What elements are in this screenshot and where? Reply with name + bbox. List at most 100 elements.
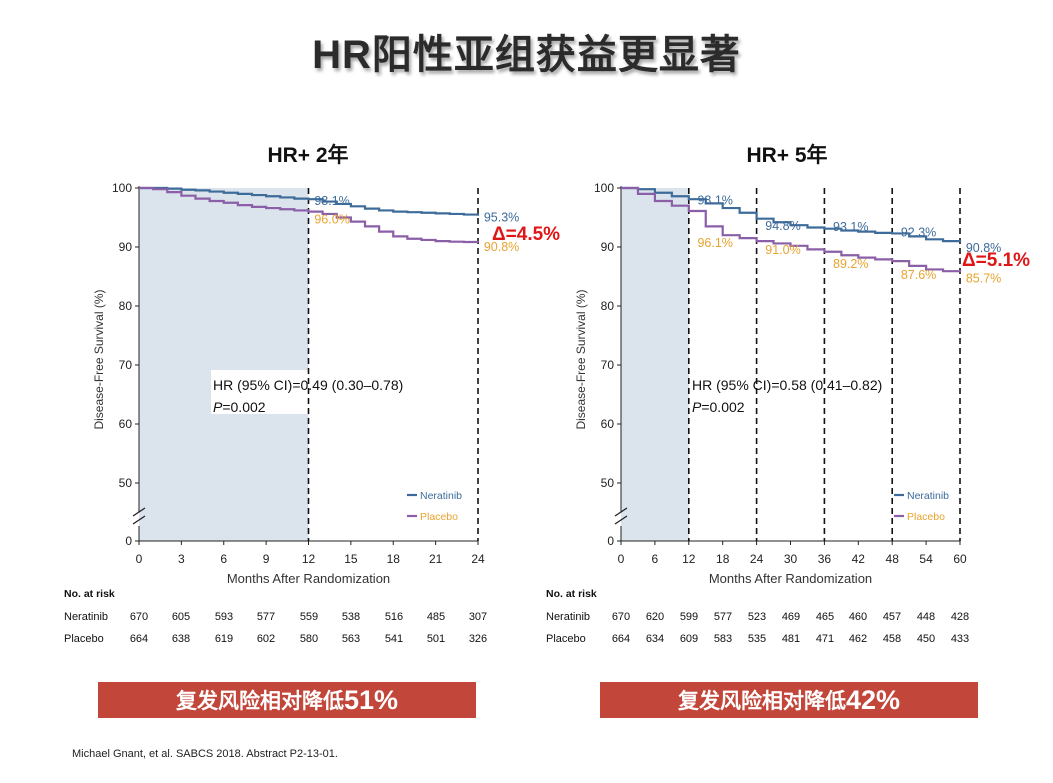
x-tick-label: 3 [178,552,185,566]
risk-cell: 501 [427,633,445,645]
risk-cell: 541 [385,633,403,645]
y-axis-label: Disease-Free Survival (%) [574,289,588,429]
risk-cell: 563 [342,633,360,645]
risk-cell: 457 [883,611,901,623]
risk-cell: 638 [172,633,190,645]
risk-cell: 448 [917,611,935,623]
survival-annotation: 87.6% [901,268,936,282]
y-tick-label: 60 [601,417,615,431]
risk-cell: 516 [385,611,403,623]
p-value-text: P=0.002 [692,399,745,415]
survival-annotation: 94.8% [765,219,800,233]
y-tick-label: 80 [119,299,133,313]
y-tick-label: 100 [112,181,132,195]
x-tick-label: 12 [682,552,696,566]
survival-annotation: 96.0% [314,213,349,227]
risk-cell: 523 [748,611,766,623]
x-tick-label: 0 [618,552,625,566]
survival-annotation: 93.1% [833,220,868,234]
km-curve-neratinib [139,186,480,216]
risk-cell: 620 [646,611,664,623]
risk-cell: 481 [782,633,800,645]
p-label: P [213,399,223,415]
risk-reduction-banner-2yr: 复发风险相对降低 51% [98,682,476,718]
axis-break-mark [614,507,628,517]
y-tick-label: 50 [601,476,615,490]
survival-annotation: 85.7% [966,272,1001,286]
y-tick-label: 0 [125,534,132,548]
x-tick-label: 24 [471,552,485,566]
axis-break-mark [132,507,146,517]
banner-text: 复发风险相对降低 [175,690,344,713]
risk-row-label: Neratinib [546,611,590,623]
citation: Michael Gnant, et al. SABCS 2018. Abstra… [72,748,338,760]
x-tick-label: 0 [136,552,143,566]
risk-cell: 462 [849,633,867,645]
y-tick-label: 50 [119,476,133,490]
y-tick-label: 80 [601,299,615,313]
axis-break-mark [132,515,146,525]
risk-cell: 538 [342,611,360,623]
banner-value: 51% [343,684,399,715]
delta-label: Δ=4.5% [492,224,560,245]
risk-cell: 670 [130,611,148,623]
banner-text: 复发风险相对降低 [677,690,846,713]
survival-annotation: 98.1% [314,194,349,208]
p-value: =0.002 [222,399,265,415]
y-tick-label: 100 [594,181,614,195]
risk-cell: 670 [612,611,630,623]
risk-row-label: Neratinib [64,611,108,623]
risk-cell: 580 [300,633,318,645]
legend-label: Placebo [907,511,945,523]
banner-value: 42% [845,684,901,715]
x-tick-label: 6 [220,552,227,566]
x-axis-label: Months After Randomization [709,571,872,586]
x-tick-label: 60 [953,552,967,566]
y-tick-label: 0 [607,534,614,548]
x-tick-label: 36 [818,552,832,566]
x-tick-label: 42 [852,552,866,566]
x-tick-label: 18 [716,552,730,566]
x-tick-label: 12 [302,552,316,566]
delta-label: Δ=5.1% [962,250,1030,271]
survival-annotation: 96.1% [697,236,732,250]
p-label: P [692,399,702,415]
km-curve-placebo [621,186,962,273]
risk-cell: 469 [782,611,800,623]
legend-label: Neratinib [907,490,949,502]
hr-text-box [690,370,904,414]
risk-reduction-banner-5yr: 复发风险相对降低 42% [600,682,978,718]
risk-cell: 609 [680,633,698,645]
risk-table-title: No. at risk [64,588,115,600]
risk-table-title: No. at risk [546,588,597,600]
risk-cell: 485 [427,611,445,623]
risk-cell: 535 [748,633,766,645]
risk-cell: 559 [300,611,318,623]
y-tick-label: 90 [601,240,615,254]
risk-cell: 307 [469,611,487,623]
hr-text: HR (95% CI)=0.58 (0.41–0.82) [692,377,882,393]
x-tick-label: 18 [387,552,401,566]
risk-cell: 326 [469,633,487,645]
y-axis-label: Disease-Free Survival (%) [92,289,106,429]
risk-cell: 458 [883,633,901,645]
survival-annotation: 89.2% [833,257,868,271]
risk-row-label: Placebo [546,633,586,645]
shaded-region [139,188,309,541]
survival-annotation: 91.0% [765,243,800,257]
legend-label: Placebo [420,511,458,523]
risk-cell: 664 [612,633,630,645]
y-tick-label: 70 [601,358,615,372]
risk-cell: 583 [714,633,732,645]
y-tick-label: 90 [119,240,133,254]
survival-annotation: 92.3% [901,225,936,239]
x-tick-label: 21 [429,552,443,566]
risk-cell: 450 [917,633,935,645]
survival-annotation: 98.1% [697,194,732,208]
risk-cell: 577 [257,611,275,623]
hr-text: HR (95% CI)=0.49 (0.30–0.78) [213,377,403,393]
x-tick-label: 24 [750,552,764,566]
x-tick-label: 15 [344,552,358,566]
survival-annotation: 95.3% [484,211,519,225]
panel-title: HR+ 2年 [267,143,348,167]
